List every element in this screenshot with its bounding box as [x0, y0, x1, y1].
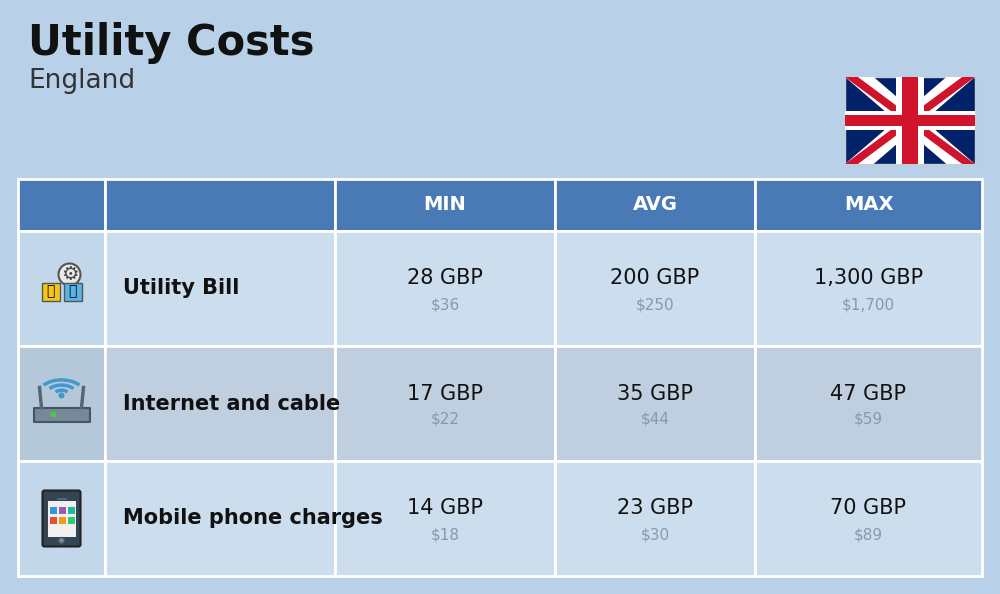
Text: ⚙: ⚙: [61, 265, 78, 284]
Bar: [18, 461, 105, 576]
Bar: [845, 115, 975, 126]
Bar: [105, 346, 335, 461]
Bar: [902, 77, 918, 164]
Bar: [18, 231, 105, 346]
Bar: [64, 283, 82, 301]
Text: MAX: MAX: [844, 195, 893, 214]
Bar: [896, 77, 924, 164]
Circle shape: [58, 538, 64, 544]
Text: MIN: MIN: [424, 195, 466, 214]
Bar: [34, 407, 90, 422]
Bar: [335, 179, 555, 231]
Text: 47 GBP: 47 GBP: [830, 384, 906, 403]
Bar: [50, 507, 56, 513]
Text: 200 GBP: 200 GBP: [610, 268, 700, 289]
Text: Mobile phone charges: Mobile phone charges: [123, 508, 383, 529]
Polygon shape: [845, 77, 975, 164]
Text: 35 GBP: 35 GBP: [617, 384, 693, 403]
Circle shape: [50, 412, 56, 418]
Bar: [845, 111, 975, 130]
Text: $1,700: $1,700: [842, 297, 895, 312]
Bar: [58, 507, 66, 513]
Bar: [105, 179, 335, 231]
Bar: [50, 517, 56, 523]
Text: 28 GBP: 28 GBP: [407, 268, 483, 289]
Bar: [18, 179, 105, 231]
Text: AVG: AVG: [633, 195, 678, 214]
Text: 🔌: 🔌: [46, 285, 55, 299]
Bar: [755, 231, 982, 346]
FancyBboxPatch shape: [42, 491, 80, 546]
Polygon shape: [845, 77, 975, 164]
Circle shape: [58, 264, 80, 286]
Bar: [105, 231, 335, 346]
Text: $44: $44: [640, 412, 670, 427]
Polygon shape: [845, 77, 975, 164]
Text: $36: $36: [430, 297, 460, 312]
Text: 70 GBP: 70 GBP: [830, 498, 906, 519]
Bar: [755, 461, 982, 576]
Text: $22: $22: [430, 412, 460, 427]
Text: Utility Bill: Utility Bill: [123, 279, 239, 299]
Text: Internet and cable: Internet and cable: [123, 393, 340, 413]
Bar: [845, 77, 975, 164]
Bar: [755, 346, 982, 461]
Bar: [56, 498, 66, 500]
Text: $18: $18: [430, 527, 460, 542]
Text: 17 GBP: 17 GBP: [407, 384, 483, 403]
Bar: [18, 346, 105, 461]
Text: 23 GBP: 23 GBP: [617, 498, 693, 519]
Text: $250: $250: [636, 297, 674, 312]
Text: England: England: [28, 68, 135, 94]
Bar: [335, 231, 555, 346]
Text: 14 GBP: 14 GBP: [407, 498, 483, 519]
Text: 💧: 💧: [68, 285, 77, 299]
Bar: [335, 461, 555, 576]
Bar: [58, 517, 66, 523]
Bar: [555, 179, 755, 231]
Bar: [555, 346, 755, 461]
Text: $89: $89: [854, 527, 883, 542]
Bar: [335, 346, 555, 461]
Bar: [755, 179, 982, 231]
Text: $59: $59: [854, 412, 883, 427]
Bar: [555, 231, 755, 346]
Circle shape: [58, 393, 64, 399]
Polygon shape: [845, 77, 975, 164]
Bar: [555, 461, 755, 576]
Text: $30: $30: [640, 527, 670, 542]
Bar: [48, 501, 76, 536]
Bar: [68, 507, 74, 513]
Bar: [105, 461, 335, 576]
Bar: [68, 517, 74, 523]
Text: Utility Costs: Utility Costs: [28, 22, 314, 64]
Bar: [42, 283, 60, 301]
Text: 1,300 GBP: 1,300 GBP: [814, 268, 923, 289]
